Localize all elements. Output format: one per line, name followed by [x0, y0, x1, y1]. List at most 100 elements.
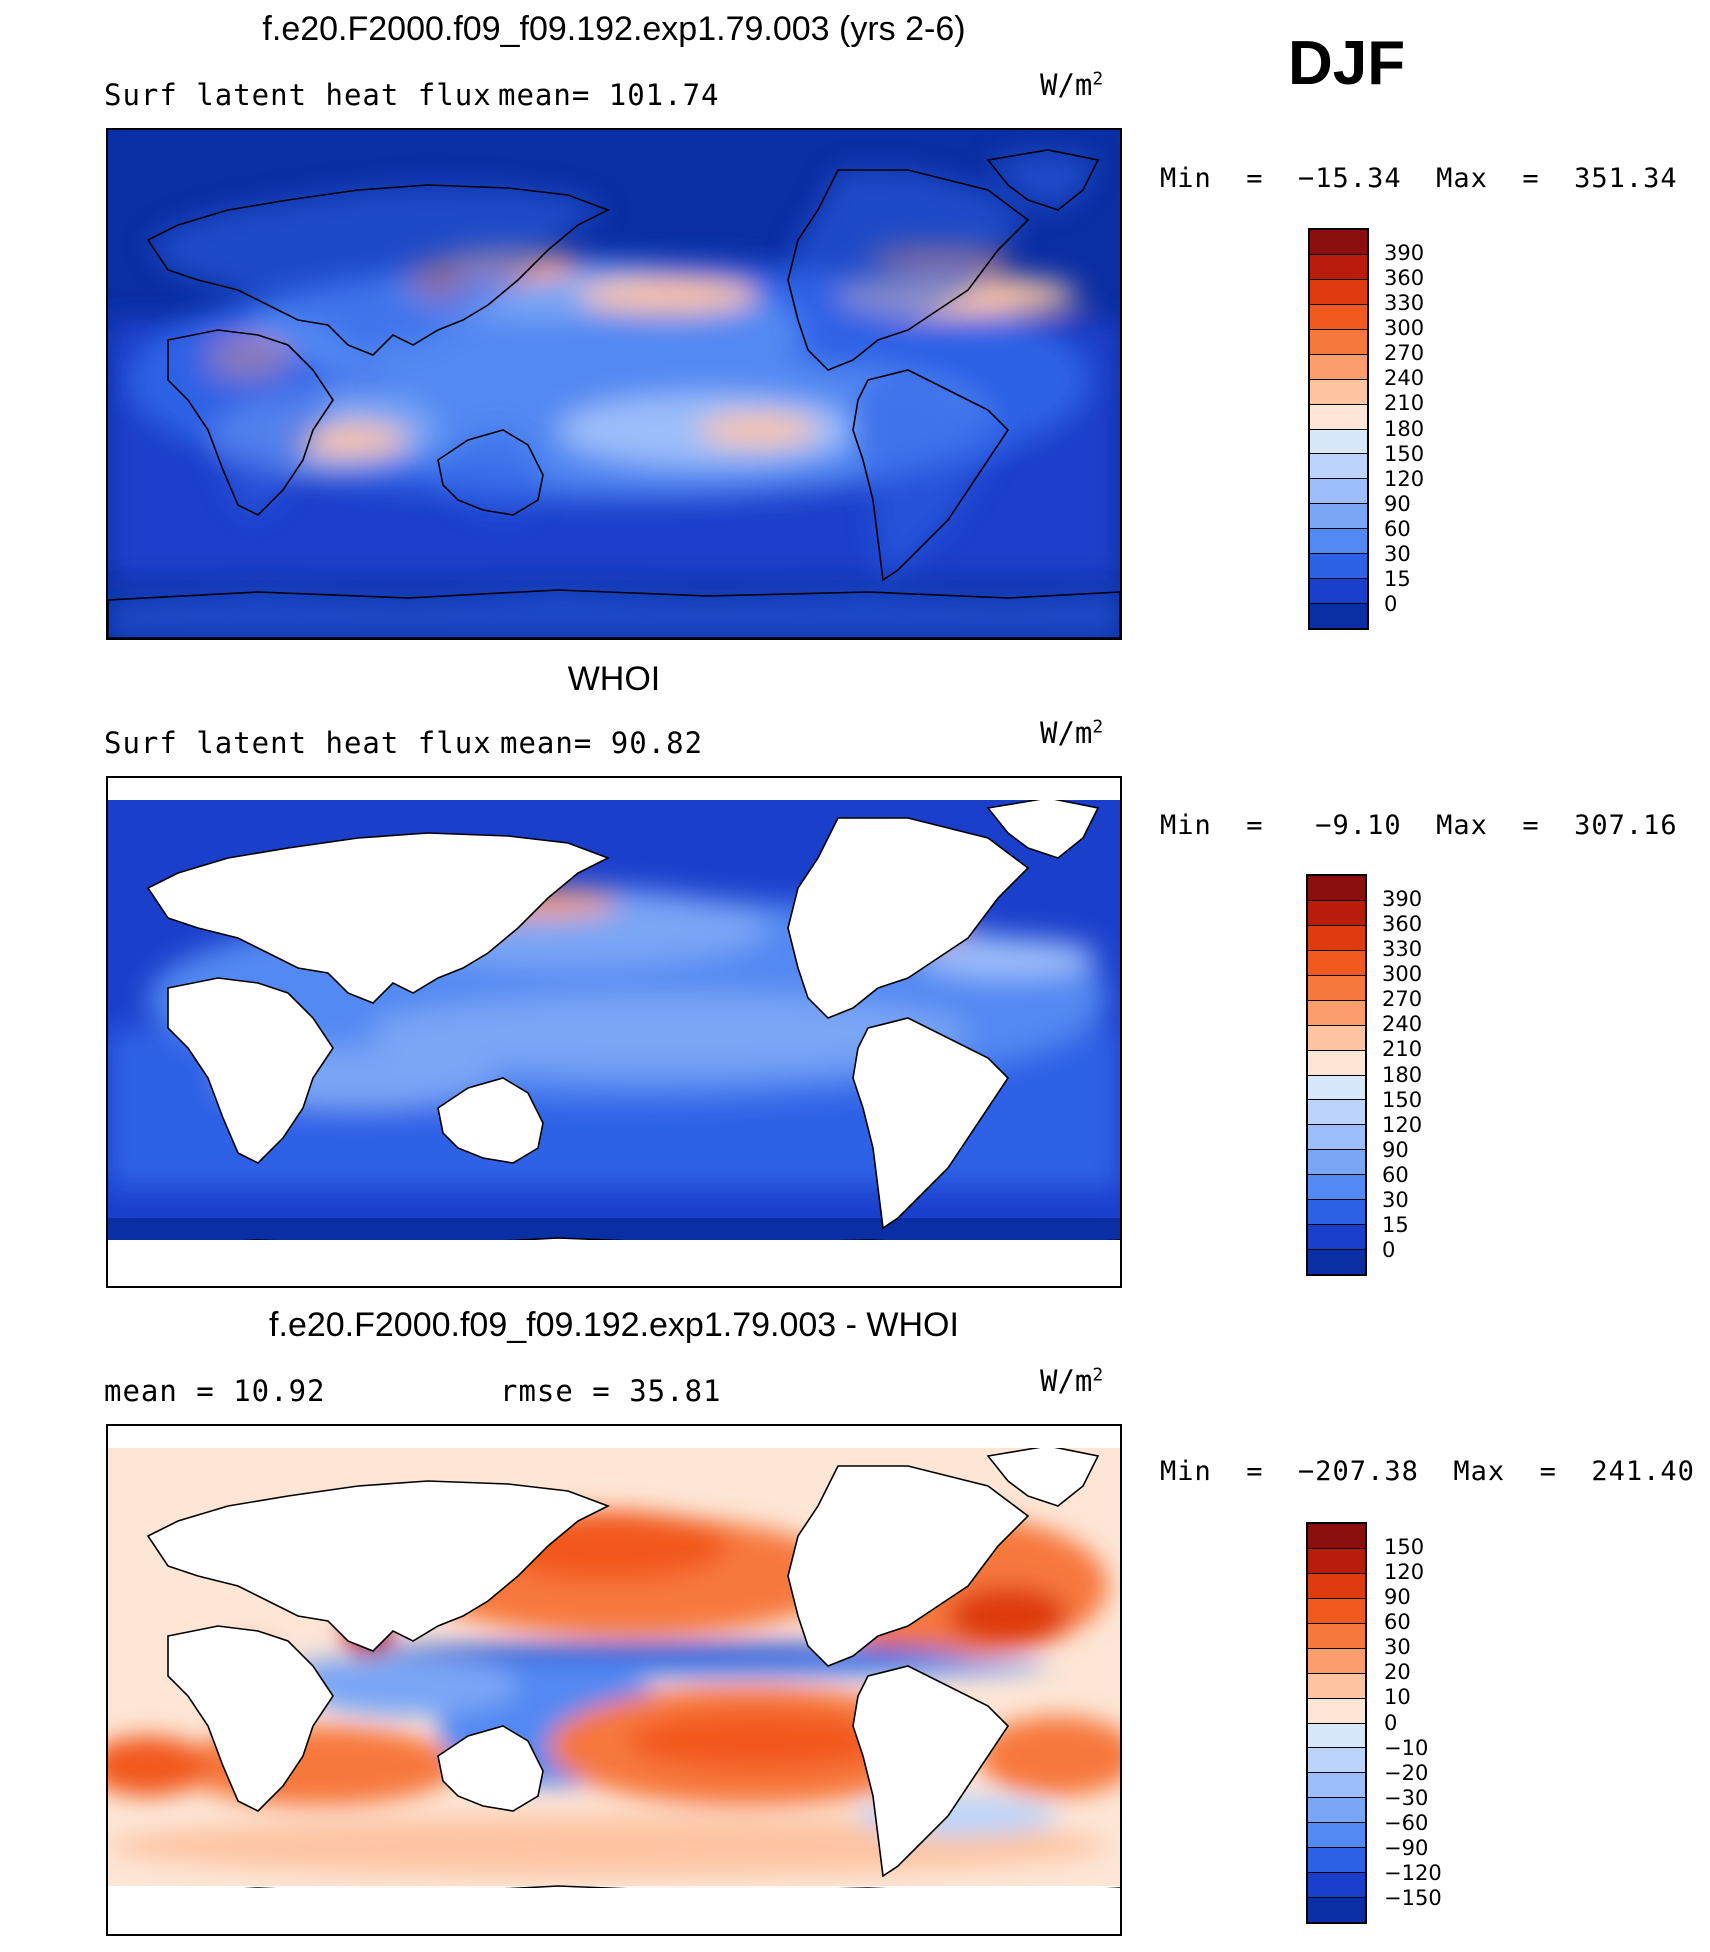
colorbar-tick-label: 210 — [1384, 391, 1425, 416]
colorbar-tick-label: 30 — [1384, 542, 1411, 567]
colorbar-tick-label: 390 — [1382, 886, 1423, 911]
colorbar-swatch — [1310, 230, 1367, 255]
colorbar-swatch — [1308, 1250, 1365, 1274]
colorbar-swatch — [1308, 1673, 1365, 1699]
colorbar-swatch — [1310, 554, 1367, 580]
colorbar-tick-label: −30 — [1384, 1785, 1429, 1810]
colorbar-swatch — [1310, 479, 1367, 505]
colorbar-tick-label: 270 — [1384, 341, 1425, 366]
colorbar-tick-label: −20 — [1384, 1760, 1429, 1785]
colorbar-tick-label: 150 — [1384, 1534, 1425, 1559]
colorbar-tick-label: 30 — [1384, 1635, 1411, 1660]
colorbar-tick-label: 330 — [1382, 936, 1423, 961]
colorbar-swatch — [1308, 1823, 1365, 1849]
panel-1-minmax: Min = −15.34 Max = 351.34 — [1160, 163, 1678, 194]
colorbar-tick-label: 10 — [1384, 1685, 1411, 1710]
colorbar-tick-label: 150 — [1384, 441, 1425, 466]
colorbar-tick-label: 30 — [1382, 1188, 1409, 1213]
panel-3-minmax: Min = −207.38 Max = 241.40 — [1160, 1456, 1695, 1487]
colorbar-tick-label: 210 — [1382, 1037, 1423, 1062]
colorbar-swatch — [1310, 279, 1367, 305]
colorbar-swatch — [1308, 1573, 1365, 1599]
colorbar-tick-label: 240 — [1382, 1012, 1423, 1037]
colorbar-swatch — [1308, 1698, 1365, 1724]
colorbar-swatch — [1308, 1648, 1365, 1674]
colorbar-tick-label: 60 — [1384, 517, 1411, 541]
panel-1-units: W/m2 — [1040, 68, 1104, 102]
colorbar-tick-label: 270 — [1382, 987, 1423, 1012]
panel-3-units: W/m2 — [1040, 1364, 1104, 1398]
colorbar-swatch — [1308, 1000, 1365, 1026]
colorbar-tick-label: 90 — [1384, 491, 1411, 516]
colorbar-swatch — [1308, 1225, 1365, 1251]
colorbar-swatch — [1308, 975, 1365, 1001]
colorbar-swatch — [1308, 1125, 1365, 1151]
panel-3-title: f.e20.F2000.f09_f09.192.exp1.79.003 - WH… — [269, 1306, 959, 1344]
panel-2-colorbar — [1306, 874, 1367, 1276]
colorbar-swatch — [1308, 1200, 1365, 1226]
colorbar-swatch — [1310, 604, 1367, 628]
panel-3-rmse-label: rmse = 35.81 — [500, 1374, 722, 1408]
panel-3-mean-label: mean = 10.92 — [104, 1374, 326, 1408]
colorbar-swatch — [1308, 1075, 1365, 1101]
colorbar-swatch — [1310, 429, 1367, 455]
panel-1-title: f.e20.F2000.f09_f09.192.exp1.79.003 (yrs… — [262, 10, 966, 48]
colorbar-tick-label: −90 — [1384, 1836, 1429, 1861]
colorbar-swatch — [1308, 1175, 1365, 1201]
colorbar-tick-label: 60 — [1382, 1163, 1409, 1187]
panel-1-map — [106, 128, 1122, 640]
colorbar-tick-label: 330 — [1384, 290, 1425, 315]
colorbar-tick-label: 120 — [1384, 466, 1425, 491]
colorbar-swatch — [1308, 876, 1365, 901]
colorbar-tick-label: 90 — [1384, 1584, 1411, 1609]
colorbar-swatch — [1310, 379, 1367, 405]
colorbar-swatch — [1308, 1773, 1365, 1799]
colorbar-tick-label: 390 — [1384, 240, 1425, 265]
colorbar-swatch — [1308, 1100, 1365, 1126]
colorbar-swatch — [1308, 1548, 1365, 1574]
colorbar-swatch — [1310, 329, 1367, 355]
colorbar-tick-label: 0 — [1382, 1238, 1396, 1263]
colorbar-swatch — [1308, 1025, 1365, 1051]
colorbar-tick-label: 120 — [1384, 1559, 1425, 1584]
colorbar-tick-label: −120 — [1384, 1861, 1442, 1886]
colorbar-swatch — [1308, 1748, 1365, 1774]
colorbar-tick-label: 300 — [1384, 316, 1425, 340]
colorbar-tick-label: 15 — [1384, 567, 1411, 592]
colorbar-tick-label: 150 — [1382, 1087, 1423, 1112]
colorbar-tick-label: 360 — [1382, 911, 1423, 936]
colorbar-swatch — [1308, 1598, 1365, 1624]
colorbar-swatch — [1308, 1873, 1365, 1899]
panel-2-map — [106, 776, 1122, 1288]
colorbar-tick-label: 180 — [1384, 416, 1425, 441]
colorbar-tick-label: 360 — [1384, 265, 1425, 290]
colorbar-swatch — [1310, 354, 1367, 380]
panel-2-units: W/m2 — [1040, 716, 1104, 750]
colorbar-swatch — [1308, 900, 1365, 926]
colorbar-swatch — [1310, 504, 1367, 530]
colorbar-tick-label: 240 — [1384, 366, 1425, 391]
panel-3-colorbar — [1306, 1522, 1367, 1924]
panel-2-variable-label: Surf latent heat flux — [104, 726, 492, 760]
colorbar-swatch — [1308, 925, 1365, 951]
colorbar-swatch — [1308, 1524, 1365, 1549]
colorbar-swatch — [1310, 254, 1367, 280]
panel-1-colorbar — [1308, 228, 1369, 630]
colorbar-tick-label: 300 — [1382, 962, 1423, 986]
colorbar-swatch — [1308, 1050, 1365, 1076]
season-label: DJF — [1288, 29, 1406, 98]
colorbar-swatch — [1308, 1798, 1365, 1824]
colorbar-tick-label: 15 — [1382, 1213, 1409, 1238]
panel-1-mean-label: mean= 101.74 — [498, 78, 720, 112]
colorbar-tick-label: 120 — [1382, 1112, 1423, 1137]
colorbar-swatch — [1308, 1723, 1365, 1749]
colorbar-swatch — [1308, 1623, 1365, 1649]
colorbar-tick-label: 90 — [1382, 1137, 1409, 1162]
colorbar-swatch — [1310, 304, 1367, 330]
colorbar-tick-label: −10 — [1384, 1735, 1429, 1760]
colorbar-tick-label: 0 — [1384, 592, 1398, 617]
panel-2-title: WHOI — [567, 660, 661, 698]
colorbar-tick-label: 180 — [1382, 1062, 1423, 1087]
panel-1-variable-label: Surf latent heat flux — [104, 78, 492, 112]
